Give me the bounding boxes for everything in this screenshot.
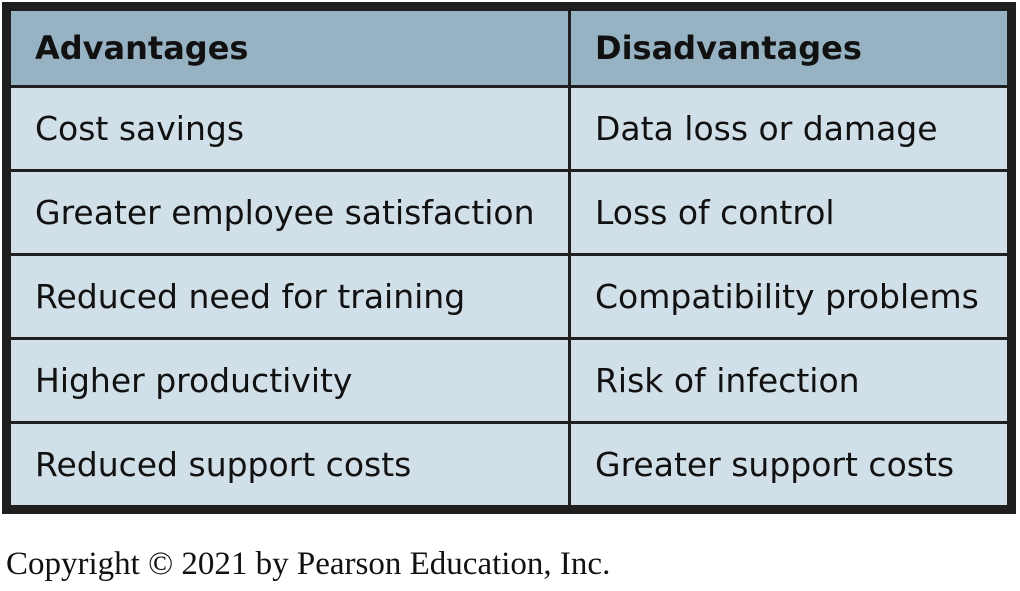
advantage-cell: Reduced support costs bbox=[8, 421, 571, 508]
table-row: Reduced need for training Compatibility … bbox=[8, 253, 1010, 340]
advantage-cell: Cost savings bbox=[8, 85, 571, 172]
disadvantage-cell: Risk of infection bbox=[568, 337, 1010, 424]
advantage-cell: Higher productivity bbox=[8, 337, 571, 424]
table-frame: Advantages Disadvantages Cost savings Da… bbox=[2, 2, 1016, 514]
header-row: Advantages Disadvantages bbox=[8, 8, 1010, 88]
disadvantage-cell: Compatibility problems bbox=[568, 253, 1010, 340]
advantage-cell: Greater employee satisfaction bbox=[8, 169, 571, 256]
header-advantages: Advantages bbox=[8, 8, 571, 88]
table-row: Reduced support costs Greater support co… bbox=[8, 421, 1010, 508]
disadvantage-cell: Data loss or damage bbox=[568, 85, 1010, 172]
header-disadvantages: Disadvantages bbox=[568, 8, 1010, 88]
table-row: Higher productivity Risk of infection bbox=[8, 337, 1010, 424]
copyright-caption: Copyright © 2021 by Pearson Education, I… bbox=[6, 546, 611, 582]
disadvantage-cell: Greater support costs bbox=[568, 421, 1010, 508]
table-row: Cost savings Data loss or damage bbox=[8, 85, 1010, 172]
table-row: Greater employee satisfaction Loss of co… bbox=[8, 169, 1010, 256]
advantages-disadvantages-table: Advantages Disadvantages Cost savings Da… bbox=[8, 8, 1010, 508]
disadvantage-cell: Loss of control bbox=[568, 169, 1010, 256]
advantage-cell: Reduced need for training bbox=[8, 253, 571, 340]
